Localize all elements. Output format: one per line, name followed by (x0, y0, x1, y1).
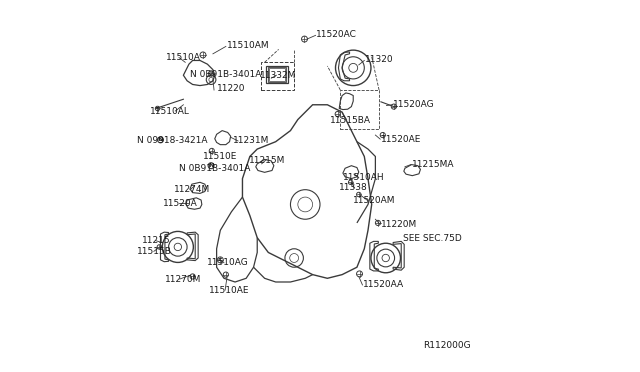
Text: 11520A: 11520A (163, 199, 198, 208)
Text: 11520AC: 11520AC (316, 30, 357, 39)
Text: 11215: 11215 (142, 236, 171, 245)
Text: R112000G: R112000G (424, 341, 471, 350)
Text: 11220M: 11220M (381, 220, 417, 229)
Bar (266, 65, 288, 83)
Text: 11510AH: 11510AH (343, 173, 385, 182)
Text: N 0B91B-3401A: N 0B91B-3401A (190, 70, 261, 78)
Text: 11520AA: 11520AA (363, 280, 404, 289)
Text: 11510A: 11510A (166, 53, 201, 62)
Text: 11520AM: 11520AM (353, 196, 395, 205)
Text: 11520AG: 11520AG (393, 100, 435, 109)
Text: 11215M: 11215M (249, 155, 285, 165)
Text: 11215MA: 11215MA (412, 160, 454, 169)
Text: 11320: 11320 (365, 55, 394, 64)
Text: 11520AE: 11520AE (381, 135, 421, 144)
Text: 11231M: 11231M (232, 137, 269, 145)
Text: 11332M: 11332M (260, 71, 296, 80)
Text: 11510AE: 11510AE (209, 286, 249, 295)
Text: 11220: 11220 (216, 84, 245, 93)
Text: 11515B: 11515B (137, 247, 172, 256)
Text: 11510AM: 11510AM (227, 41, 269, 50)
Bar (261, 62, 294, 90)
Text: 11510AL: 11510AL (150, 106, 190, 116)
Bar (269, 68, 285, 81)
Bar (340, 90, 379, 129)
Text: N 09918-3421A: N 09918-3421A (137, 137, 208, 145)
Text: 11510E: 11510E (203, 152, 237, 161)
Text: 11338: 11338 (339, 183, 367, 192)
Text: 11510AG: 11510AG (207, 258, 249, 267)
Text: 11274M: 11274M (174, 185, 211, 194)
Text: N 0B91B-3401A: N 0B91B-3401A (179, 164, 250, 173)
Text: N: N (158, 137, 163, 142)
Text: 11270M: 11270M (165, 275, 202, 283)
Bar (268, 67, 286, 82)
Text: SEE SEC.75D: SEE SEC.75D (403, 234, 461, 243)
Text: 11515BA: 11515BA (330, 116, 371, 125)
Text: N: N (209, 163, 214, 168)
